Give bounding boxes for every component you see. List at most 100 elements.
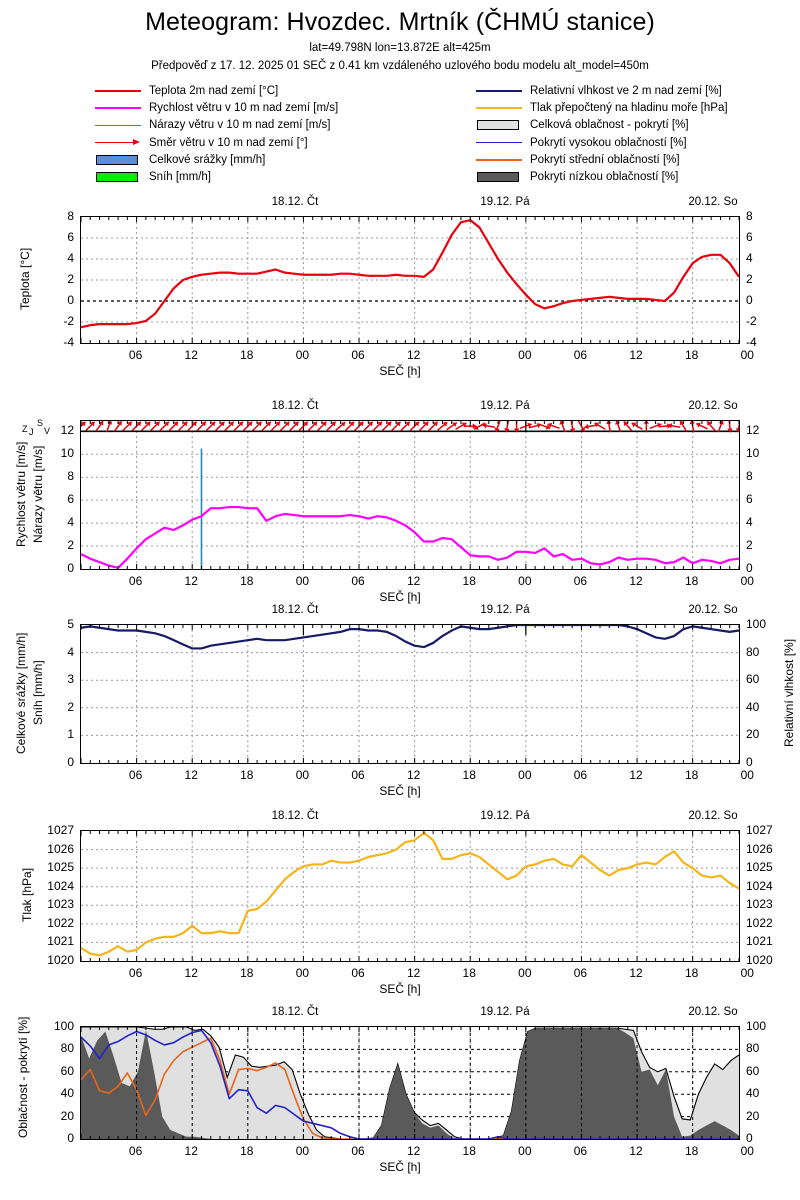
x-axis-label: SEČ [h] bbox=[379, 982, 421, 996]
x-tick-label: 12 bbox=[629, 768, 643, 782]
y-tick-right: 40 bbox=[746, 1086, 760, 1101]
x-tick-label: 06 bbox=[573, 574, 588, 588]
legend-column-left: Teplota 2m nad zemí [°C] Rychlost větru v… bbox=[95, 82, 338, 186]
legend-column-right: Relativní vlhkost ve 2 m nad zemí [%] Tla… bbox=[476, 82, 728, 186]
legend-item: Pokrytí střední oblačností [%] bbox=[476, 151, 728, 168]
x-tick-label: 12 bbox=[629, 348, 643, 362]
y-tick-right: 80 bbox=[746, 1041, 760, 1056]
legend-item: Nárazy větru v 10 m nad zemí [m/s] bbox=[95, 117, 338, 134]
legend-item-label: Směr větru v 10 m nad zemí [°] bbox=[149, 136, 308, 149]
chart-panel-pressure: 18.12. Čt 19.12. Pá 20.12. So 1020 1021 1022 1… bbox=[0, 810, 800, 1000]
compass-s: J bbox=[29, 427, 34, 437]
y-tick-left: 6 bbox=[67, 230, 74, 244]
day-label: 18.12. Čt bbox=[271, 400, 319, 412]
x-tick-label: 06 bbox=[128, 574, 143, 588]
y-tick-right: 1024 bbox=[746, 878, 773, 893]
y-tick-right: 0 bbox=[746, 1131, 753, 1145]
y-tick-left: 8 bbox=[67, 209, 74, 223]
x-tick-label: 00 bbox=[740, 1144, 754, 1158]
y-tick-right: 40 bbox=[746, 699, 760, 714]
x-tick-label: 06 bbox=[351, 348, 365, 362]
y-tick-right: -4 bbox=[746, 335, 757, 349]
x-tick-label: 18 bbox=[240, 348, 254, 362]
x-tick-label: 18 bbox=[462, 574, 476, 588]
x-tick-label: 12 bbox=[184, 1144, 198, 1158]
x-tick-label: 00 bbox=[295, 348, 310, 362]
day-labels: 18.12. Čt 19.12. Pá 20.12. So bbox=[0, 196, 800, 211]
legend-item: Relativní vlhkost ve 2 m nad zemí [%] bbox=[476, 82, 728, 99]
day-labels: 18.12. Čt 19.12. Pá 20.12. So bbox=[0, 810, 800, 825]
y-tick-right: 0 bbox=[746, 561, 753, 575]
box-swatch-lowcloud bbox=[476, 170, 522, 184]
line-swatch-highcloud bbox=[476, 136, 522, 150]
y-tick-left: -2 bbox=[63, 314, 74, 328]
y-tick-right: 1027 bbox=[746, 823, 773, 837]
x-tick-label: 12 bbox=[629, 1144, 643, 1158]
x-tick-label: 06 bbox=[351, 574, 365, 588]
day-label: 18.12. Čt bbox=[271, 604, 319, 616]
legend: Teplota 2m nad zemí [°C] Rychlost větru v… bbox=[0, 82, 800, 188]
x-tick-label: 00 bbox=[518, 966, 532, 980]
y-tick-left: 2 bbox=[67, 699, 74, 714]
x-tick-label: 18 bbox=[462, 1144, 476, 1158]
y-tick-left: 1021 bbox=[47, 934, 74, 949]
x-axis-label: SEČ [h] bbox=[379, 590, 421, 604]
legend-item-label: Celkové srážky [mm/h] bbox=[149, 153, 266, 166]
y-tick-right: 100 bbox=[746, 1019, 767, 1033]
x-tick-label: 18 bbox=[462, 768, 476, 782]
line-swatch-midcloud bbox=[476, 153, 522, 167]
day-label: 19.12. Pá bbox=[480, 604, 530, 616]
day-labels: 18.12. Čt 19.12. Pá 20.12. So bbox=[0, 1006, 800, 1021]
x-tick-label: 12 bbox=[184, 768, 198, 782]
chart-panel-precip_humidity: 18.12. Čt 19.12. Pá 20.12. So 0 1 2 3 4 5 0 20 40 60… bbox=[0, 604, 800, 802]
y-tick-left: 1020 bbox=[47, 953, 74, 967]
day-labels: 18.12. Čt 19.12. Pá 20.12. So bbox=[0, 604, 800, 619]
y-tick-left: 4 bbox=[67, 644, 74, 659]
box-swatch-snow bbox=[95, 170, 141, 184]
y-tick-left: 0 bbox=[67, 561, 74, 575]
y-tick-right: 1022 bbox=[746, 915, 773, 930]
x-tick-label: 12 bbox=[406, 966, 421, 980]
x-tick-label: 12 bbox=[629, 574, 643, 588]
x-tick-label: 18 bbox=[684, 1144, 699, 1158]
y-tick-right: -2 bbox=[746, 314, 757, 328]
y-tick-right: 8 bbox=[746, 209, 753, 223]
x-axis-label: SEČ [h] bbox=[379, 784, 421, 798]
day-label: 18.12. Čt bbox=[271, 1006, 319, 1018]
y-tick-right: 10 bbox=[746, 446, 760, 461]
plot-area-clouds bbox=[80, 1026, 740, 1140]
legend-item-label: Pokrytí vysokou oblačností [%] bbox=[530, 136, 687, 149]
x-tick-label: 18 bbox=[684, 574, 699, 588]
y-tick-left: 6 bbox=[67, 492, 74, 507]
y-tick-right: 80 bbox=[746, 644, 760, 659]
day-label: 20.12. So bbox=[688, 196, 738, 208]
y-tick-left: 4 bbox=[67, 251, 74, 265]
legend-item-label: Pokrytí nízkou oblačností [%] bbox=[530, 171, 679, 184]
y-axis-label: Teplota [°C] bbox=[18, 247, 32, 311]
y-tick-left: 0 bbox=[67, 1131, 74, 1145]
y-tick-right: 1026 bbox=[746, 841, 773, 856]
x-tick-label: 12 bbox=[406, 768, 421, 782]
y-tick-right: 6 bbox=[746, 230, 753, 244]
y-tick-left: 1026 bbox=[47, 841, 74, 856]
y-tick-right: 4 bbox=[746, 251, 753, 265]
x-tick-label: 00 bbox=[295, 1144, 310, 1158]
coordinates-subtitle: lat=49.798N lon=13.872E alt=425m bbox=[309, 42, 491, 54]
box-swatch-totalcloud bbox=[476, 118, 522, 132]
legend-item: Celkové srážky [mm/h] bbox=[95, 151, 338, 168]
y-tick-left: 3 bbox=[67, 672, 74, 687]
compass-w: Z bbox=[22, 424, 28, 434]
legend-item: Celková oblačnost - pokrytí [%] bbox=[476, 117, 728, 134]
x-tick-label: 06 bbox=[351, 966, 365, 980]
y-tick-left: 40 bbox=[60, 1086, 74, 1101]
day-label: 20.12. So bbox=[688, 1006, 738, 1018]
x-tick-label: 06 bbox=[573, 966, 588, 980]
plot-area-temperature bbox=[80, 216, 740, 344]
x-tick-label: 12 bbox=[184, 966, 198, 980]
y-tick-left: 10 bbox=[60, 446, 74, 461]
y-axis-label: Tlak [hPa] bbox=[20, 867, 34, 923]
legend-item-label: Celková oblačnost - pokrytí [%] bbox=[530, 119, 689, 132]
y-tick-left: 12 bbox=[60, 423, 74, 438]
compass-e: V bbox=[44, 426, 51, 436]
day-label: 18.12. Čt bbox=[271, 810, 319, 822]
